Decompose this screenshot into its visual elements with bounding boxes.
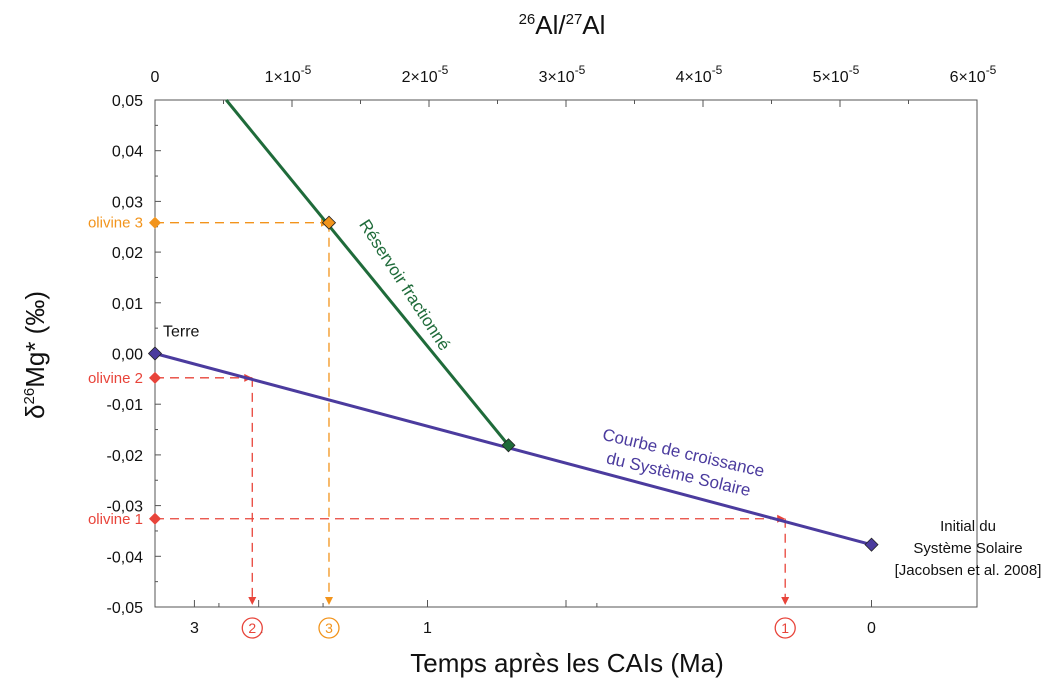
- y-axis-tick-label: 0,01: [112, 296, 143, 313]
- x-axis-label: Temps après les CAIs (Ma): [410, 648, 724, 678]
- initial-solar-system-label: Initial du Système Solaire [Jacobsen et al…: [895, 518, 1042, 579]
- top-axis-tick-label: 0: [151, 69, 160, 86]
- bottom-axis-tick-label: 0: [867, 620, 876, 637]
- olivine-diamond: [149, 371, 161, 384]
- terre-label: Terre: [163, 324, 200, 341]
- bottom-axis-tick-label: 1: [423, 620, 432, 637]
- fractionated-reservoir-line: [225, 99, 510, 447]
- olivine-arrowhead: [781, 597, 790, 605]
- top-axis-tick-label: 4×10-5: [676, 63, 723, 86]
- olivine-label: olivine 1: [88, 511, 143, 528]
- top-axis-tick-label: 6×10-5: [950, 63, 997, 86]
- y-axis-tick-label: 0,02: [112, 245, 143, 262]
- olivine-circle-marker: [774, 617, 796, 639]
- olivine-circle-marker: [241, 617, 263, 639]
- plot-frame: [154, 99, 978, 608]
- data-point-marker: [501, 438, 516, 453]
- olivine-circle-number: 2: [248, 620, 256, 636]
- olivine-circle-number: 3: [325, 620, 333, 636]
- olivine-circle-marker: [318, 617, 340, 639]
- y-axis-tick-label: -0,05: [107, 600, 144, 617]
- top-axis-tick-label: 3×10-5: [539, 63, 586, 86]
- bottom-axis-tick-label: 3: [190, 620, 199, 637]
- y-axis-tick-label: 0,00: [112, 347, 143, 364]
- olivine-arrowhead: [248, 597, 257, 605]
- y-axis-label: δ26Mg* (‰): [20, 291, 50, 419]
- y-axis-tick-label: -0,02: [107, 448, 144, 465]
- data-point-marker: [147, 346, 163, 361]
- olivine-label: olivine 3: [88, 215, 143, 232]
- chart-title: 26Al/27Al: [519, 10, 606, 40]
- data-point-marker: [864, 537, 879, 552]
- y-axis-tick-label: -0,03: [107, 499, 144, 516]
- y-axis-tick-label: 0,03: [112, 194, 143, 211]
- olivine-diamond: [149, 512, 161, 525]
- fractionated-reservoir-label: Réservoir fractionné: [355, 216, 454, 354]
- y-axis-tick-label: -0,01: [107, 397, 144, 414]
- growth-curve-label: Courbe de croissancedu Système Solaire: [596, 425, 766, 502]
- olivine-arrowhead: [324, 597, 333, 605]
- olivine-diamond: [149, 216, 161, 229]
- olivine-label: olivine 2: [88, 370, 143, 387]
- y-axis-tick-label: 0,04: [112, 144, 143, 161]
- top-axis-tick-label: 1×10-5: [265, 63, 312, 86]
- y-axis-tick-label: 0,05: [112, 93, 143, 110]
- growth-curve-line: [154, 352, 872, 547]
- top-axis-tick-label: 2×10-5: [402, 63, 449, 86]
- data-point-marker: [321, 215, 337, 230]
- olivine-circle-number: 1: [781, 620, 789, 636]
- top-axis-tick-label: 5×10-5: [813, 63, 860, 86]
- y-axis-tick-label: -0,04: [107, 549, 144, 566]
